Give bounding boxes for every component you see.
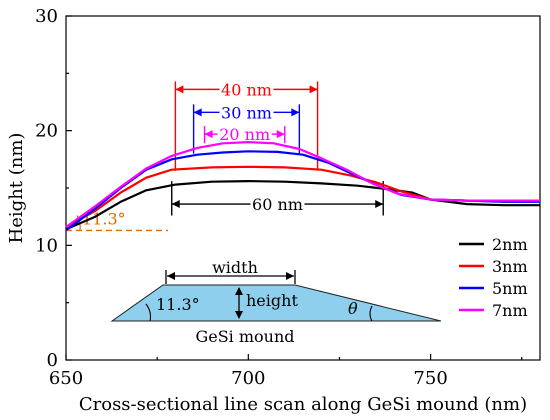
series-line-2nm xyxy=(65,180,540,231)
y-tick-label: 10 xyxy=(35,235,58,256)
arrow-head xyxy=(204,130,213,139)
mound-name-label: GeSi mound xyxy=(195,327,294,346)
x-tick-label: 700 xyxy=(231,368,265,389)
arrow-head xyxy=(171,200,180,209)
dimension-label: 30 nm xyxy=(221,103,272,122)
series-line-7nm xyxy=(65,141,540,228)
dimension-label: 40 nm xyxy=(221,80,272,99)
x-tick-label: 750 xyxy=(413,368,447,389)
arrow-head xyxy=(167,272,175,280)
arrow-head xyxy=(175,85,184,94)
height-label: height xyxy=(246,291,298,310)
arrow-head xyxy=(276,130,285,139)
arrow-head xyxy=(286,272,294,280)
dimension-label: 20 nm xyxy=(219,125,270,144)
legend-label-3nm: 3nm xyxy=(492,257,528,276)
inset-angle-label: 11.3° xyxy=(156,295,200,314)
y-axis-label: Height (nm) xyxy=(6,133,27,244)
arrow-head xyxy=(309,85,318,94)
x-tick-label: 650 xyxy=(49,368,83,389)
series-line-5nm xyxy=(65,150,540,232)
legend-label-2nm: 2nm xyxy=(492,235,528,254)
theta-arc xyxy=(369,305,373,322)
arrow-head xyxy=(375,200,384,209)
y-tick-label: 0 xyxy=(47,350,58,371)
arrow-head xyxy=(235,287,243,295)
arrow-head xyxy=(291,108,300,117)
theta-label: θ xyxy=(348,299,358,318)
gesi-mound-shape xyxy=(110,284,442,322)
dimension-annotations: 40 nm 30 nm 20 nm 60 nm 11.3° xyxy=(66,80,384,232)
y-tick-label: 30 xyxy=(35,6,58,27)
dimension-label: 60 nm xyxy=(252,195,303,214)
axes: 650 700 750 0 10 20 30 xyxy=(35,6,541,389)
arrow-head xyxy=(235,311,243,319)
legend: 2nm 3nm 5nm 7nm xyxy=(459,235,528,320)
gesi-mound-inset: width height 11.3° θ GeSi mound xyxy=(110,258,442,346)
angle-arc xyxy=(145,303,152,322)
y-tick-label: 20 xyxy=(35,121,58,142)
series-lines xyxy=(65,141,540,232)
legend-label-7nm: 7nm xyxy=(492,301,528,320)
arrow-head xyxy=(193,108,202,117)
width-label: width xyxy=(212,258,258,277)
x-axis-label: Cross-sectional line scan along GeSi mou… xyxy=(79,394,527,415)
legend-label-5nm: 5nm xyxy=(492,279,528,298)
angle-label: 11.3° xyxy=(82,209,126,228)
